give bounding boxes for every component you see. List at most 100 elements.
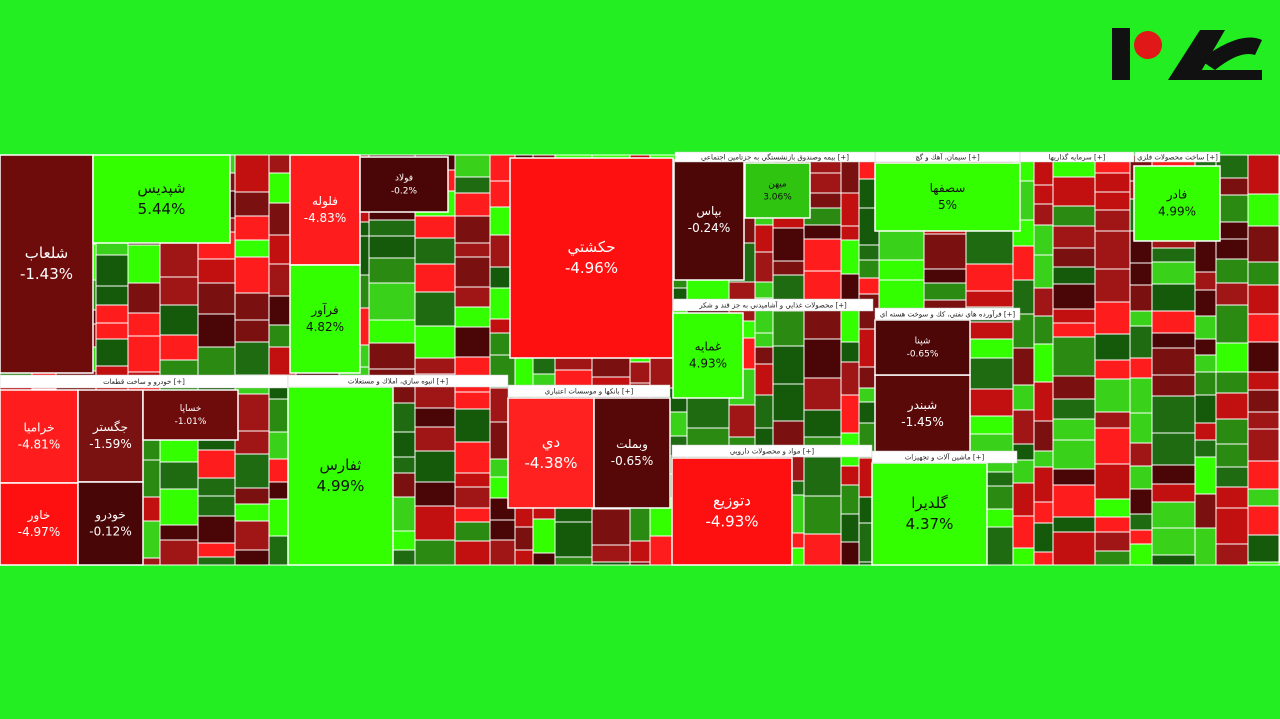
- tile-box: [142, 389, 239, 441]
- small-tile: [1215, 238, 1249, 260]
- tile-label: شپنا: [915, 337, 931, 347]
- small-tile: [1151, 374, 1196, 397]
- small-tile: [454, 408, 491, 443]
- small-tile: [1215, 194, 1249, 223]
- tile-label: شلعاب: [25, 244, 68, 262]
- small-tile: [414, 357, 456, 375]
- small-tile: [414, 237, 456, 265]
- small-tile: [1194, 439, 1217, 458]
- small-tile: [1129, 284, 1153, 312]
- tile-change: -0.65%: [907, 349, 939, 359]
- small-tile: [1151, 261, 1196, 285]
- tile: خساپا -1.01%: [142, 389, 239, 441]
- small-tile: [1194, 394, 1217, 424]
- small-tile: [1215, 221, 1249, 240]
- small-tile: [414, 291, 456, 327]
- small-tile: [454, 306, 491, 328]
- small-tile: [803, 377, 842, 411]
- sector-header-bg: [672, 298, 874, 312]
- tile: شپنا -0.65%: [874, 319, 971, 376]
- small-tile: [1052, 283, 1096, 310]
- small-tile: [95, 254, 129, 287]
- small-tile: [1215, 486, 1249, 509]
- tile-label: وبملت: [616, 437, 648, 452]
- tile-change: -1.59%: [89, 437, 131, 451]
- small-tile: [1129, 325, 1153, 359]
- small-tile: [234, 487, 270, 505]
- small-tile: [754, 332, 774, 348]
- small-tile: [1052, 398, 1096, 420]
- small-tile: [1194, 527, 1217, 566]
- tile-label: فرآور: [310, 302, 338, 318]
- tile-change: -4.96%: [565, 259, 618, 277]
- tile-change: -1.01%: [175, 417, 207, 427]
- small-tile: [1094, 411, 1131, 429]
- small-tile: [1033, 466, 1054, 503]
- small-tile: [414, 481, 456, 507]
- small-tile: [754, 346, 774, 365]
- tile-label: فلوله: [312, 194, 338, 209]
- small-tile: [1012, 515, 1035, 549]
- small-tile: [965, 263, 1014, 292]
- sector-header: خودرو و ساخت قطعات [+]: [103, 378, 185, 386]
- tile: ميهن 3.06%: [744, 162, 811, 219]
- small-tile: [754, 394, 774, 429]
- small-tile: [197, 495, 236, 517]
- tile-label: شپديس: [137, 179, 185, 198]
- small-tile: [1247, 561, 1280, 566]
- small-tile: [95, 285, 129, 306]
- small-tile: [858, 277, 880, 295]
- tile-box: [0, 389, 79, 484]
- small-tile: [965, 415, 1014, 435]
- small-tile: [1129, 543, 1153, 566]
- small-tile: [629, 361, 651, 384]
- small-tile: [514, 526, 534, 551]
- tile-change: 4.99%: [1158, 204, 1196, 218]
- small-tile: [858, 244, 880, 261]
- tile-box: [871, 462, 988, 566]
- tile: خودرو-0.12%: [77, 481, 144, 566]
- small-tile: [965, 357, 1014, 390]
- small-tile: [234, 256, 270, 294]
- small-tile: [1215, 466, 1249, 488]
- tile: فولاد -0.2%: [359, 156, 449, 213]
- small-tile: [754, 281, 774, 299]
- small-tile: [754, 251, 774, 283]
- sector-header: مواد و محصولات دارويي [+]: [730, 448, 814, 456]
- tile-change: 4.37%: [906, 515, 954, 533]
- small-tile: [454, 154, 491, 178]
- small-tile: [1094, 301, 1131, 335]
- small-tile: [1151, 501, 1196, 529]
- sector-header-bg: [674, 151, 876, 163]
- sector-header: بيمه وصندوق بازنشستگي به جزتامين اجتماعي…: [701, 153, 849, 162]
- small-tile: [1052, 176, 1096, 207]
- small-tile: [1194, 493, 1217, 529]
- small-tile: [1215, 258, 1249, 284]
- small-tile: [454, 192, 491, 217]
- small-tile: [803, 495, 842, 535]
- small-tile: [1247, 313, 1280, 343]
- small-tile: [1012, 482, 1035, 517]
- small-tile: [1247, 428, 1280, 462]
- small-tile: [1194, 354, 1217, 373]
- small-tile: [1033, 420, 1054, 452]
- small-tile: [840, 465, 860, 486]
- tile-change: -4.83%: [304, 211, 346, 225]
- small-tile: [1247, 225, 1280, 263]
- small-tile: [234, 503, 270, 522]
- small-tile: [234, 393, 270, 432]
- tile: شلعاب -1.43%: [0, 154, 94, 374]
- small-tile: [803, 224, 842, 240]
- tile-change: 3.06%: [763, 192, 792, 202]
- small-tile: [234, 341, 270, 376]
- small-tile: [368, 282, 416, 321]
- small-tile: [1033, 343, 1054, 383]
- small-tile: [454, 391, 491, 410]
- tile-label: ميهن: [768, 180, 787, 190]
- small-tile: [1194, 422, 1217, 441]
- tile-box: [874, 162, 1021, 232]
- small-tile: [1094, 268, 1131, 303]
- small-tile: [1033, 224, 1054, 256]
- small-tile: [772, 383, 805, 422]
- small-tile: [1033, 501, 1054, 524]
